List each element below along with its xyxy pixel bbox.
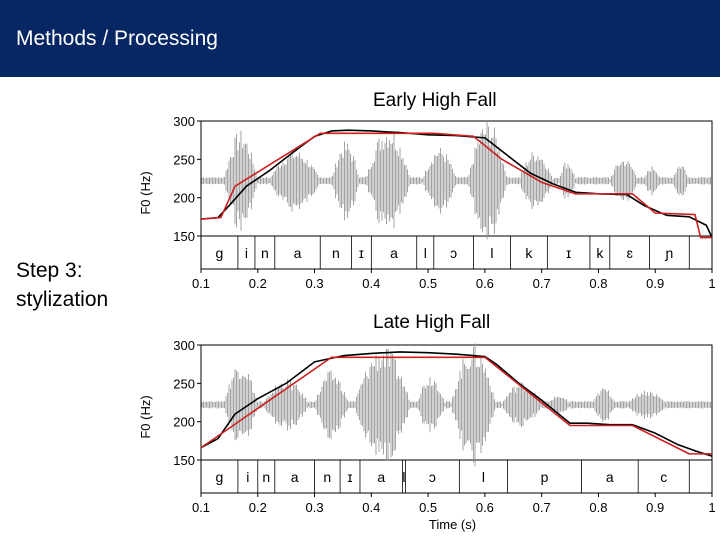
segment-label: a [390,245,398,261]
segment-label: l [424,245,427,261]
segment-label: l [402,469,405,485]
y-tick-label: 300 [173,114,195,129]
segment-label: ɪ [359,245,364,261]
slide-header: Methods / Processing [0,0,720,77]
x-tick-label: 0.3 [306,276,324,291]
segment-label: g [216,469,224,485]
x-tick-label: 0.7 [533,500,551,515]
segment-label: n [332,245,340,261]
plot-frame [200,120,713,270]
x-tick-label: 0.5 [419,500,437,515]
x-tick-label: 0.1 [192,500,210,515]
y-tick-label: 300 [173,338,195,353]
segment-label: i [246,469,249,485]
segment-label: n [261,245,269,261]
segment-label: k [596,245,604,261]
chart-1: 300 250 200 150 0.1 0.2 0.3 0.4 0.5 0.6 0.7 0.8 0.9 1… [138,114,716,291]
segment-label: ɛ [626,245,633,261]
x-tick-label: 0.6 [476,276,494,291]
f0-stylized-line [200,356,712,455]
segment-label: g [216,245,224,261]
chart-2-title: Late High Fall [373,312,491,333]
segment-label: ɔ [450,245,457,261]
y-tick-label: 250 [173,152,195,167]
plot-frame [200,344,713,494]
segment-label: l [490,245,493,261]
y-tick-label: 150 [173,453,195,468]
x-tick-label: 0.6 [476,500,494,515]
segment-label: i [245,245,248,261]
x-tick-label: 0.2 [249,500,267,515]
x-axis-label: Time (s) [429,517,476,532]
slide-title: Methods / Processing [16,27,218,50]
x-tick-label: 1 [708,276,715,291]
x-tick-label: 0.8 [589,276,607,291]
y-tick-label: 150 [173,229,195,244]
x-tick-label: 0.1 [192,276,210,291]
chart-2: 300 250 200 150 0.1 0.2 0.3 0.4 0.5 0.6 0.7 0.8 0.9 1… [138,338,716,532]
x-tick-label: 0.4 [362,500,380,515]
waveform [201,343,711,467]
segment-label: n [262,469,270,485]
step-label: Step 3: stylization [16,256,108,314]
y-axis-label: F0 (Hz) [138,171,153,214]
waveform [201,122,711,240]
segment-label: a [606,469,614,485]
segment-label: p [541,469,549,485]
x-tick-label: 0.2 [249,276,267,291]
segment-label: ɔ [429,469,436,485]
y-axis-label: F0 (Hz) [138,395,153,438]
segment-label: a [377,469,385,485]
segment-label: n [323,469,331,485]
segment-label: ɲ [665,245,674,261]
x-tick-label: 0.3 [306,500,324,515]
x-tick-label: 0.9 [646,276,664,291]
segment-label: a [291,469,299,485]
chart-1-title: Early High Fall [373,90,497,111]
x-tick-label: 0.8 [589,500,607,515]
segment-label: ɪ [566,245,571,261]
segment-label: k [525,245,533,261]
f0-stylized-line [200,132,712,239]
step-label-line-1: Step 3: [16,259,83,282]
step-label-line-2: stylization [16,288,109,311]
segment-label: ɪ [348,469,353,485]
y-tick-label: 250 [173,376,195,391]
x-tick-label: 0.7 [533,276,551,291]
x-tick-label: 1 [708,500,715,515]
segment-label: a [294,245,302,261]
x-tick-label: 0.5 [419,276,437,291]
x-tick-label: 0.4 [362,276,380,291]
y-tick-label: 200 [173,415,195,430]
y-tick-label: 200 [173,191,195,206]
x-tick-label: 0.9 [646,500,664,515]
segment-label: c [660,469,667,485]
segment-label: l [482,469,485,485]
